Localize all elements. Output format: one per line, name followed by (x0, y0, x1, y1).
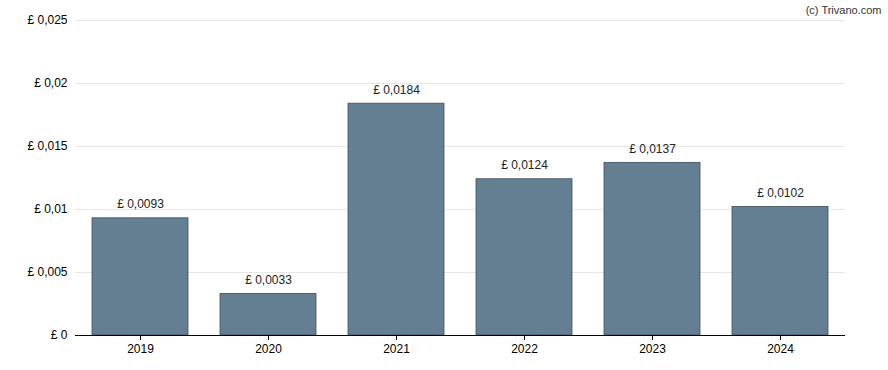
svg-text:2021: 2021 (383, 342, 410, 356)
svg-text:2022: 2022 (511, 342, 538, 356)
svg-text:£ 0,02: £ 0,02 (34, 76, 68, 90)
svg-text:£ 0,025: £ 0,025 (27, 13, 67, 27)
svg-text:£ 0,0184: £ 0,0184 (373, 83, 420, 97)
svg-text:£ 0,01: £ 0,01 (34, 202, 68, 216)
svg-text:2024: 2024 (767, 342, 794, 356)
svg-text:£ 0,015: £ 0,015 (27, 139, 67, 153)
svg-text:£ 0,005: £ 0,005 (27, 265, 67, 279)
svg-text:2023: 2023 (639, 342, 666, 356)
svg-text:2019: 2019 (127, 342, 154, 356)
svg-text:£ 0,0124: £ 0,0124 (501, 158, 548, 172)
svg-text:£ 0,0102: £ 0,0102 (757, 186, 804, 200)
svg-text:£ 0,0033: £ 0,0033 (245, 273, 292, 287)
svg-text:£ 0: £ 0 (51, 328, 68, 342)
svg-text:£ 0,0137: £ 0,0137 (629, 142, 676, 156)
svg-text:2020: 2020 (255, 342, 282, 356)
svg-text:£ 0,0093: £ 0,0093 (117, 197, 164, 211)
svg-text:(c) Trivano.com: (c) Trivano.com (806, 4, 882, 16)
